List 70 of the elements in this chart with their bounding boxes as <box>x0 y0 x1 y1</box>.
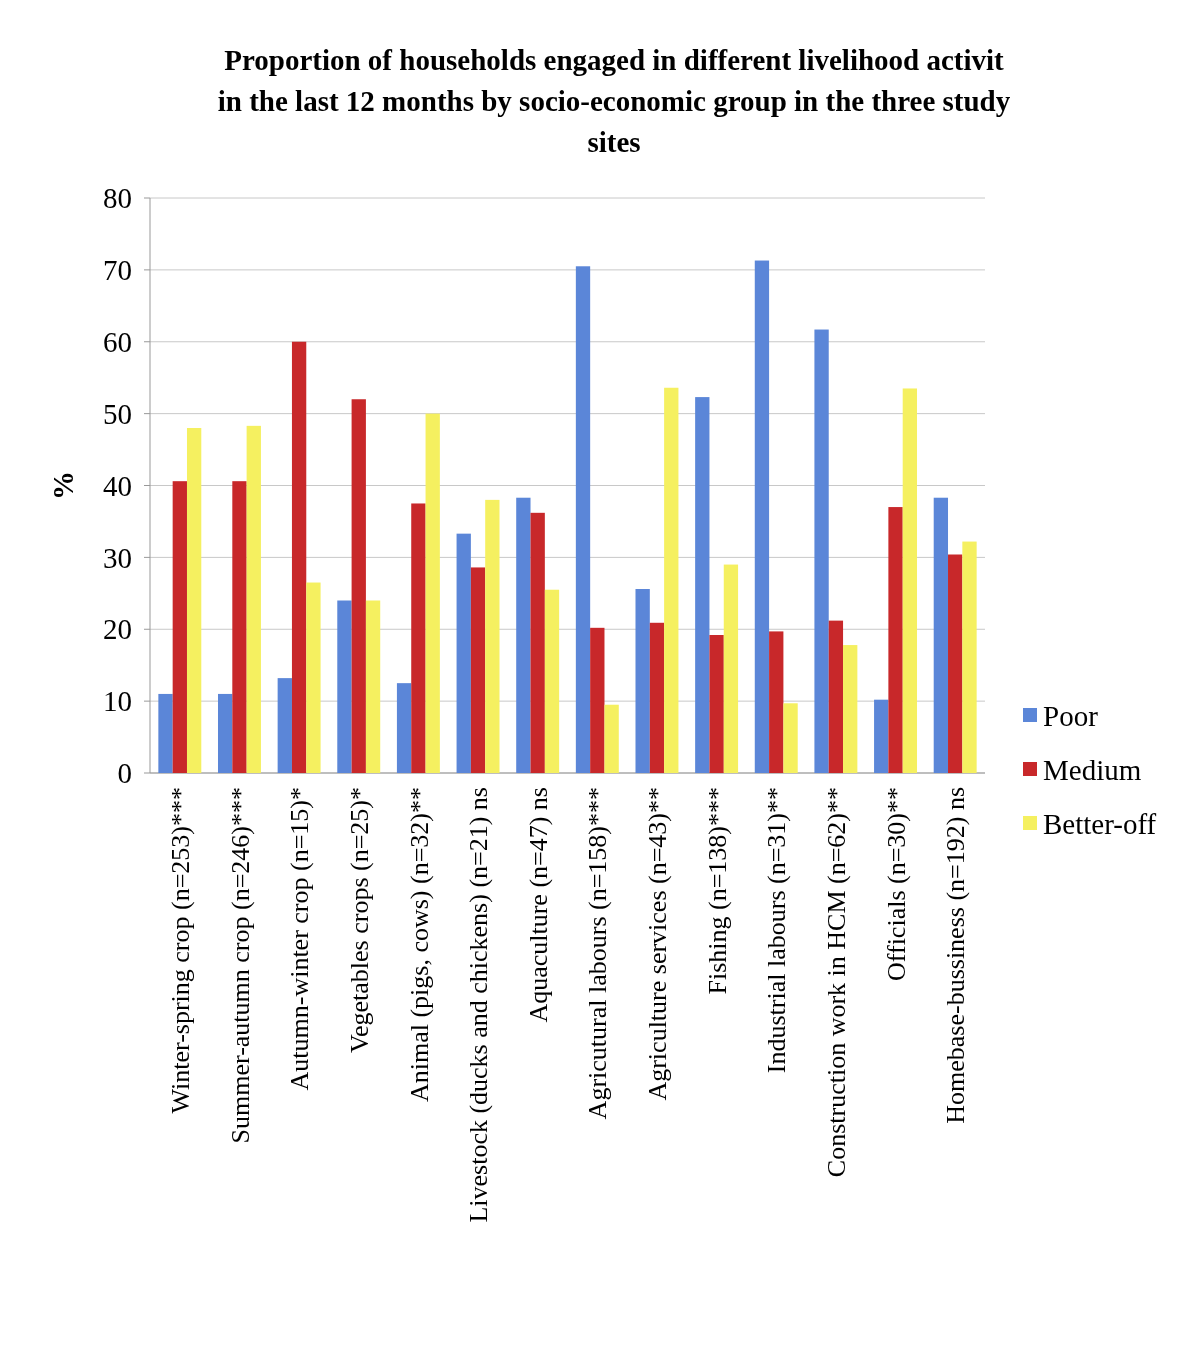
bar <box>232 481 247 773</box>
bar <box>217 693 233 773</box>
bar <box>530 512 545 773</box>
bar <box>948 554 963 773</box>
y-tick-label: 0 <box>117 757 132 790</box>
bar <box>186 428 202 773</box>
legend-label: Medium <box>1043 754 1142 787</box>
bar <box>695 397 710 773</box>
bar <box>158 693 173 773</box>
x-tick-label: Aquaculture (n=47) ns <box>523 787 553 1023</box>
bar <box>516 497 531 773</box>
bar <box>351 399 366 773</box>
x-tick-label: Agricutural labours (n=158)*** <box>583 787 613 1120</box>
bar <box>291 341 307 773</box>
bar <box>783 703 798 773</box>
legend-label: Better-off <box>1043 808 1157 841</box>
bar <box>769 631 784 773</box>
y-tick-label: 40 <box>103 469 132 502</box>
y-tick-label: 20 <box>103 613 132 646</box>
x-tick-label: Animal (pigs, cows) (n=32)** <box>404 787 434 1103</box>
bar <box>411 503 426 773</box>
bar <box>874 699 889 773</box>
x-tick-label: Autumn-winter crop (n=15)* <box>285 787 315 1091</box>
bar <box>888 507 903 773</box>
bar <box>246 425 261 773</box>
chart-title: Proportion of households engaged in different livelihood activit in the last 12 months by socio-economic group in the three study sites <box>217 44 1011 158</box>
x-tick-label: Fishing (n=138)*** <box>702 787 732 995</box>
bar <box>306 582 321 773</box>
bar <box>485 499 500 773</box>
bar <box>723 564 739 773</box>
bar <box>649 622 665 773</box>
bar <box>337 600 352 773</box>
x-tick-label: Winter-spring crop (n=253)*** <box>165 787 195 1114</box>
x-tick-label: Industrial labours (n=31)** <box>762 787 792 1074</box>
bar <box>456 533 471 773</box>
bar <box>604 704 619 773</box>
bar <box>962 541 977 773</box>
bar <box>828 620 844 773</box>
bar <box>365 600 381 773</box>
y-tick-label: 60 <box>103 325 132 358</box>
bar <box>470 567 486 773</box>
bar <box>277 678 292 773</box>
bar <box>425 413 440 773</box>
y-tick-label: 30 <box>103 541 132 574</box>
x-tick-label: Vegetables crops (n=25)* <box>344 787 374 1053</box>
bar <box>814 329 829 773</box>
bar <box>544 589 560 773</box>
bar <box>590 627 605 773</box>
bar <box>635 589 650 773</box>
x-tick-label: Summer-autumn crop (n=246)*** <box>225 787 255 1144</box>
bar <box>664 387 679 773</box>
bar <box>933 497 949 773</box>
y-axis-title: % <box>47 471 79 500</box>
legend-label: Poor <box>1043 700 1099 733</box>
y-tick-label: 80 <box>103 182 132 215</box>
bar <box>172 481 187 773</box>
y-tick-label: 70 <box>103 254 132 287</box>
bar <box>843 645 858 773</box>
x-tick-label: Officials (n=30)** <box>881 787 911 981</box>
x-tick-label: Agriculture services (n=43)** <box>643 787 673 1101</box>
y-tick-label: 10 <box>103 685 132 718</box>
bar <box>575 266 591 773</box>
bar <box>754 260 770 773</box>
x-tick-label: Livestock (ducks and chickens) (n=21) ns <box>464 787 494 1223</box>
x-tick-label: Construction work in HCM (n=62)** <box>821 787 851 1178</box>
bar <box>902 388 918 773</box>
bar <box>396 683 412 773</box>
x-tick-label: Homebase-bussiness (n=192) ns <box>941 787 971 1124</box>
y-tick-label: 50 <box>103 397 132 430</box>
bar <box>709 635 724 773</box>
